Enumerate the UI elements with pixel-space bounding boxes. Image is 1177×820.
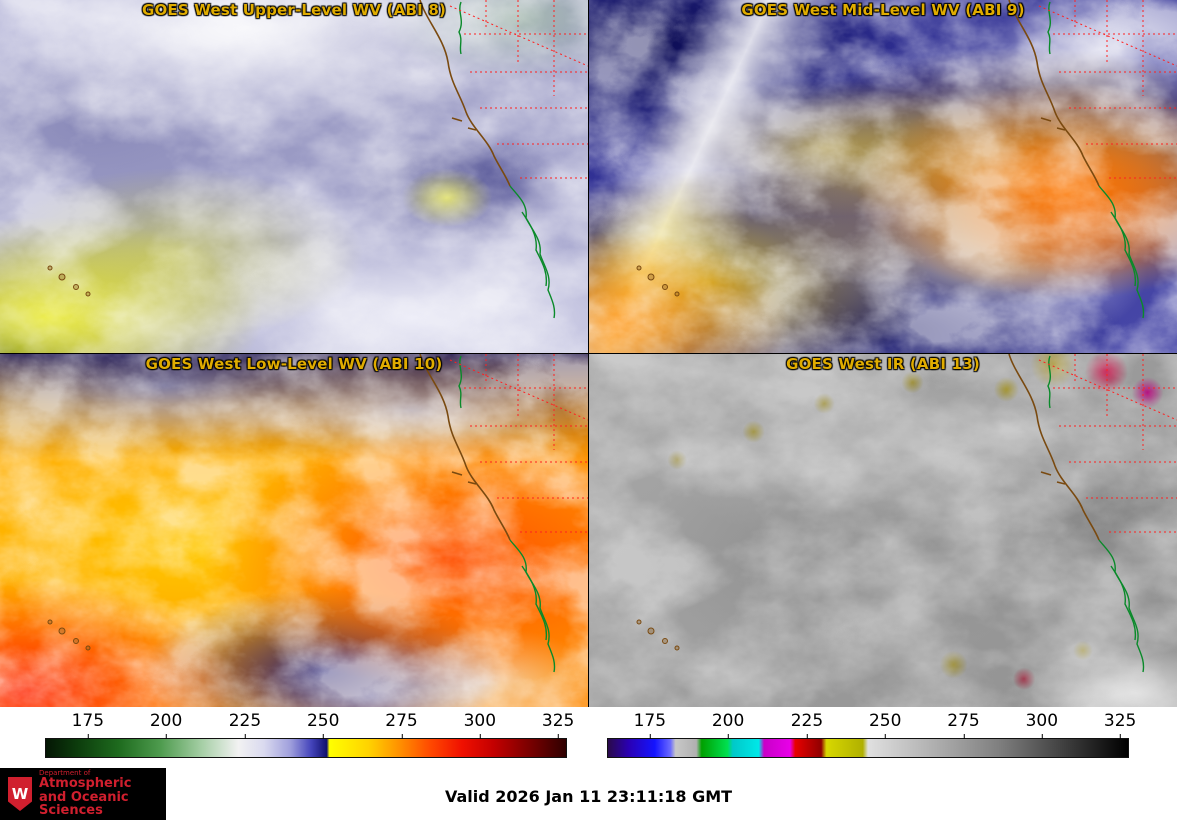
logo-dept-line: Department of bbox=[39, 768, 91, 777]
tick-label: 175 bbox=[71, 711, 105, 739]
tick-label: 300 bbox=[1025, 711, 1059, 739]
panel-title-abi10: GOES West Low-Level WV (ABI 10) bbox=[145, 355, 443, 373]
tick-label: 250 bbox=[868, 711, 902, 739]
colorbar-wv: 175 200 225 250 275 300 325 bbox=[0, 707, 588, 768]
colorbar-row: 175 200 225 250 275 300 325 175 200 225 … bbox=[0, 707, 1177, 768]
map-boundaries-overlay bbox=[636, 354, 1177, 673]
panel-title-abi8: GOES West Upper-Level WV (ABI 8) bbox=[141, 1, 447, 19]
tick-label: 325 bbox=[1103, 711, 1137, 739]
tick-label: 250 bbox=[306, 711, 340, 739]
tick-label: 200 bbox=[711, 711, 745, 739]
panel-ir: GOES West IR (ABI 13) bbox=[589, 354, 1177, 707]
cloud-texture bbox=[589, 354, 1177, 707]
tick-label: 200 bbox=[149, 711, 183, 739]
satellite-panel-grid: GOES West Upper-Level WV (ABI 8) GOES We… bbox=[0, 0, 1177, 707]
map-boundaries-overlay bbox=[47, 0, 588, 319]
tick-label: 300 bbox=[463, 711, 497, 739]
logo-line-2: and Oceanic Sciences bbox=[39, 789, 129, 819]
cloud-texture bbox=[0, 0, 588, 353]
panel-title-abi13: GOES West IR (ABI 13) bbox=[786, 355, 980, 373]
panel-title-abi9: GOES West Mid-Level WV (ABI 9) bbox=[741, 1, 1025, 19]
crest-letter: W bbox=[11, 785, 29, 803]
cloud-texture bbox=[589, 0, 1177, 353]
logo-line-1: Atmospheric bbox=[39, 776, 132, 792]
colorbar-ir-gradient bbox=[607, 738, 1129, 758]
colorbar-ir: 175 200 225 250 275 300 325 bbox=[588, 707, 1177, 768]
tick-label: 325 bbox=[541, 711, 575, 739]
cloud-texture bbox=[0, 354, 588, 707]
aos-logo: W Department of Atmospheric and Oceanic … bbox=[0, 768, 166, 820]
tick-label: 275 bbox=[385, 711, 418, 739]
map-boundaries-overlay bbox=[636, 0, 1177, 319]
tick-label: 225 bbox=[790, 711, 824, 739]
footer: W Department of Atmospheric and Oceanic … bbox=[0, 768, 1177, 820]
panel-upper-level-wv: GOES West Upper-Level WV (ABI 8) bbox=[0, 0, 588, 353]
panel-mid-level-wv: GOES West Mid-Level WV (ABI 9) bbox=[589, 0, 1177, 353]
colorbar-ir-ticks: 175 200 225 250 275 300 325 bbox=[607, 707, 1136, 739]
valid-time: Valid 2026 Jan 11 23:11:18 GMT bbox=[444, 787, 733, 806]
panel-low-level-wv: GOES West Low-Level WV (ABI 10) bbox=[0, 354, 588, 707]
tick-label: 175 bbox=[633, 711, 667, 739]
aos-logo-text: Department of Atmospheric and Oceanic Sc… bbox=[39, 768, 158, 819]
tick-label: 225 bbox=[228, 711, 262, 739]
colorbar-wv-ticks: 175 200 225 250 275 300 325 bbox=[45, 707, 574, 739]
tick-label: 275 bbox=[947, 711, 980, 739]
colorbar-wv-gradient bbox=[45, 738, 567, 758]
map-boundaries-overlay bbox=[47, 354, 588, 673]
